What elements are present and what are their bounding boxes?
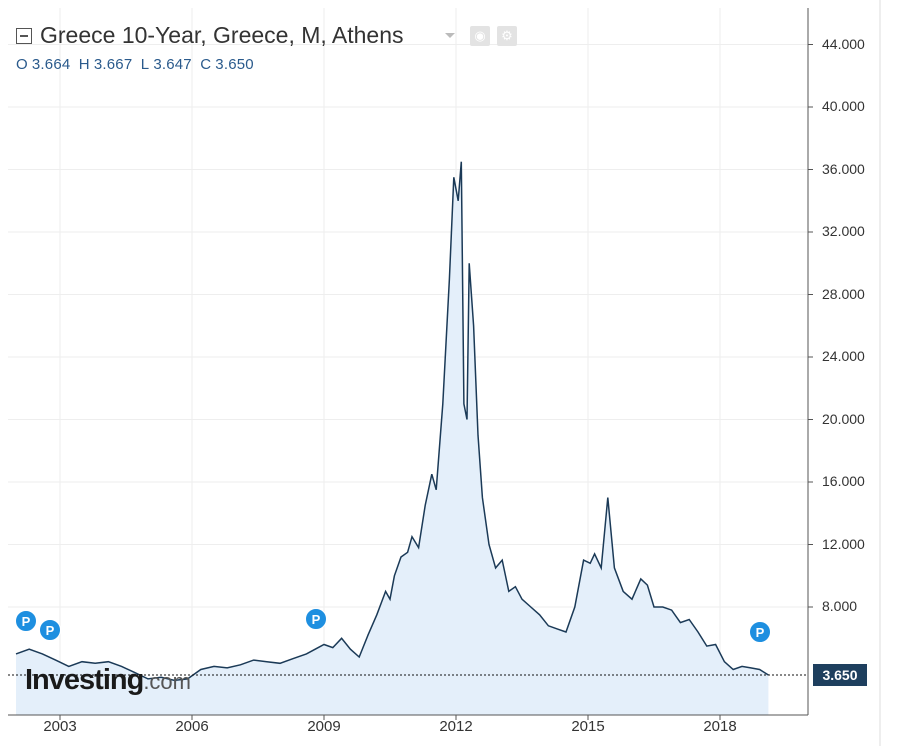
legend-title: Greece 10-Year, Greece, M, Athens xyxy=(40,22,404,48)
high-value: 3.667 xyxy=(93,56,133,73)
x-tick-label: 2018 xyxy=(703,718,737,735)
close-value: 3.650 xyxy=(215,56,254,73)
y-ticks xyxy=(808,44,813,608)
series-line xyxy=(15,161,769,682)
event-marker-p[interactable]: P xyxy=(305,608,327,630)
investing-logo: Investing.com xyxy=(25,664,191,697)
x-tick-label: 2015 xyxy=(571,718,605,735)
x-tick-label: 2012 xyxy=(439,718,473,735)
open-label: O xyxy=(16,56,28,73)
y-tick-label: 8.000 xyxy=(822,598,858,614)
y-tick-label: 32.000 xyxy=(822,223,865,239)
legend-ohlc: O 3.664 H 3.667 L 3.647 C 3.650 xyxy=(16,56,258,73)
y-tick-label: 20.000 xyxy=(822,410,865,427)
x-tick-label: 2009 xyxy=(307,718,341,735)
event-marker-p[interactable]: P xyxy=(15,610,37,632)
vertical-gridlines xyxy=(59,8,721,715)
gear-icon[interactable]: ⚙ xyxy=(497,26,517,46)
low-value: 3.647 xyxy=(153,56,192,73)
high-label: H xyxy=(78,56,90,73)
collapse-legend-button[interactable] xyxy=(16,28,32,44)
event-marker-p[interactable]: P xyxy=(39,619,61,641)
eye-icon[interactable]: ◉ xyxy=(470,26,490,46)
open-value: 3.664 xyxy=(31,56,71,73)
series-area-fill xyxy=(16,161,769,715)
y-tick-label: 16.000 xyxy=(822,473,865,489)
close-label: C xyxy=(200,56,212,73)
y-tick-label: 12.000 xyxy=(822,535,865,552)
y-tick-label: 24.000 xyxy=(822,348,865,364)
logo-brand: Investing xyxy=(25,664,144,696)
x-ticks xyxy=(59,715,721,720)
event-marker-p[interactable]: P xyxy=(749,621,771,643)
y-tick-label: 40.000 xyxy=(822,98,865,114)
current-price-tag: 3.650 xyxy=(813,663,867,686)
low-label: L xyxy=(140,56,150,73)
logo-suffix: .com xyxy=(143,669,191,694)
x-tick-label: 2003 xyxy=(43,718,77,735)
y-tick-label: 36.000 xyxy=(822,160,865,177)
y-tick-label: 44.000 xyxy=(822,35,865,52)
y-tick-label: 28.000 xyxy=(822,285,865,302)
horizontal-gridlines xyxy=(8,44,808,608)
x-tick-label: 2006 xyxy=(175,718,209,735)
chevron-down-icon[interactable] xyxy=(445,33,455,38)
